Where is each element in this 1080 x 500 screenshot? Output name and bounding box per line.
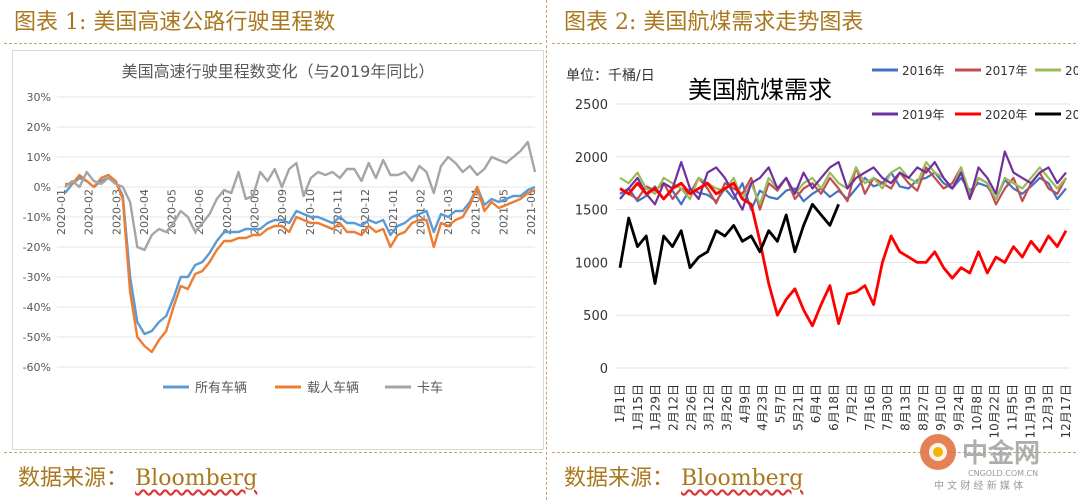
chart1-xtick-label: 2021-01 (387, 189, 400, 235)
left-source-brand: Bloomberg (135, 466, 258, 491)
chart1-ytick-label: -20% (23, 241, 51, 254)
chart1-series-line (64, 140, 537, 252)
chart2-xtick-label: 4月9日 (738, 384, 752, 423)
chart1-series-line (65, 173, 536, 354)
left-source-label: 数据来源： (18, 466, 129, 491)
left-source: 数据来源： Bloomberg (18, 460, 257, 492)
chart2-series-line (619, 150, 1067, 211)
jet-fuel-demand-chart-svg: 0 500 1000 1500 2000 2500 单位：千桶/日美国航煤需求 1月1日 1月1… (566, 64, 1080, 439)
chart2-unit-label: 单位：千桶/日 (566, 68, 655, 84)
right-source-label: 数据来源： (564, 466, 675, 491)
chart2-ytick-label: 500 (583, 309, 608, 324)
chart2-xtick-label: 11月19日 (1023, 384, 1037, 439)
chart1-ytick-label: 0% (34, 181, 51, 194)
right-figure-panel: 图表 2: 美国航煤需求走势图表 0 500 1000 1500 2000 2500 单位：… (548, 0, 1080, 500)
chart2-ytick-label: 2000 (575, 151, 608, 166)
chart1-xtick-label: 2021-05 (497, 189, 510, 235)
cngold-watermark: 中金网 CNGOLD.COM.CN 中 文 财 经 新 媒 体 (916, 430, 1076, 492)
chart2-xtick-label: 10月8日 (970, 384, 984, 431)
watermark-site: CNGOLD.COM.CN (968, 469, 1038, 478)
chart1-ytick-label: 30% (27, 91, 51, 104)
chart1-xtick-label: 2021-02 (414, 189, 427, 235)
chart2-ytick-label: 0 (600, 362, 608, 377)
chart1-xtick-label: 2020-07 (221, 189, 234, 235)
chart2-series-line (619, 160, 1067, 206)
chart2-xtick-label: 5月21日 (791, 384, 805, 431)
chart2-series-line (619, 181, 1068, 328)
chart2-xtick-label: 5月7日 (774, 384, 788, 423)
chart2-xtick-label: 1月15日 (631, 384, 645, 431)
chart2-xtick-label: 1月1日 (613, 384, 627, 423)
chart1-xtick-label: 2020-12 (359, 189, 372, 235)
watermark-brand: 中金网 (962, 438, 1040, 469)
chart1-xtick-label: 2020-03 (110, 189, 123, 235)
chart2-xtick-label: 2月26日 (684, 384, 698, 431)
chart1-xtick-label: 2021-06 (525, 189, 538, 235)
left-figure-title: 图表 1: 美国高速公路行驶里程数 (14, 10, 336, 35)
chart1-xtick-label: 2020-05 (166, 189, 179, 235)
chart2-xtick-label: 11月5日 (1005, 384, 1019, 431)
chart2-legend-label: 2016年 (902, 64, 945, 78)
watermark-tagline: 中 文 财 经 新 媒 体 (934, 479, 1023, 492)
chart1-ytick-label: -10% (23, 211, 51, 224)
right-source: 数据来源： Bloomberg (564, 460, 803, 492)
chart2-legend-label: 2021年 (1065, 108, 1078, 122)
chart1-ytick-label: -30% (23, 271, 51, 284)
chart1-ytick-label: 10% (27, 151, 51, 164)
chart2-xtick-label: 8月13日 (898, 384, 912, 431)
chart2-xtick-label: 6月18日 (827, 384, 841, 431)
chart2-series-line (618, 202, 840, 285)
highway-mileage-chart-svg: 美国高速行驶里程数变化（与2019年同比） 30% 20% 10% 0% -10% -20%… (23, 62, 538, 396)
chart1-legend-label: 载人车辆 (307, 380, 359, 396)
chart2-ytick-label: 1500 (575, 204, 608, 219)
jet-fuel-demand-chart: 0 500 1000 1500 2000 2500 单位：千桶/日美国航煤需求 1月1日 1月1… (560, 48, 1080, 450)
chart1-xtick-label: 2020-10 (304, 189, 317, 235)
chart1-ytick-label: 20% (27, 121, 51, 134)
chart2-title: 美国航煤需求 (688, 76, 832, 104)
chart1-ytick-label: -40% (23, 301, 51, 314)
chart2-xtick-label: 3月26日 (720, 384, 734, 431)
chart2-xtick-label: 9月24日 (952, 384, 966, 431)
chart1-legend-label: 卡车 (417, 380, 443, 396)
cngold-logo-icon: 中金网 CNGOLD.COM.CN 中 文 财 经 新 媒 体 (920, 434, 1040, 492)
chart1-xtick-label: 2020-08 (249, 189, 262, 235)
chart1-xtick-label: 2020-04 (138, 189, 151, 235)
chart1-ytick-label: -50% (23, 331, 51, 344)
chart1-legend-label: 所有车辆 (195, 380, 247, 396)
chart2-xtick-label: 6月4日 (809, 384, 823, 423)
chart2-xtick-label: 12月17日 (1059, 384, 1073, 439)
chart1-xtick-label: 2020-09 (276, 189, 289, 235)
chart2-ytick-label: 2500 (575, 98, 608, 113)
chart2-xtick-label: 12月3日 (1041, 384, 1055, 431)
chart2-xtick-label: 7月30日 (881, 384, 895, 431)
chart2-legend-label: 2018年 (1065, 64, 1078, 78)
highway-mileage-chart: 美国高速行驶里程数变化（与2019年同比） 30% 20% 10% 0% -10% -20%… (12, 50, 544, 450)
chart2-xtick-label: 9月10日 (934, 384, 948, 431)
chart2-legend-label: 2020年 (985, 108, 1028, 122)
chart1-xtick-label: 2020-01 (55, 189, 68, 235)
chart2-xtick-label: 3月12日 (702, 384, 716, 431)
left-figure-panel: 图表 1: 美国高速公路行驶里程数 美国高速行驶里程数变化（与2019年同比） 3… (4, 0, 547, 500)
left-title-divider (4, 43, 542, 44)
chart2-xtick-label: 4月23日 (756, 384, 770, 431)
chart2-xtick-label: 2月12日 (667, 384, 681, 431)
chart2-xtick-label: 7月16日 (863, 384, 877, 431)
chart2-xtick-label: 10月22日 (988, 384, 1002, 439)
chart2-legend-label: 2017年 (985, 64, 1028, 78)
right-source-brand: Bloomberg (681, 466, 804, 491)
chart1-xtick-label: 2020-02 (83, 189, 96, 235)
chart2-legend-label: 2019年 (902, 108, 945, 122)
chart2-ytick-label: 1000 (575, 256, 608, 271)
chart2-xtick-label: 8月27日 (916, 384, 930, 431)
left-source-divider (4, 452, 542, 453)
chart1-ytick-label: -60% (23, 361, 51, 374)
chart1-series-line (64, 176, 536, 336)
chart2-xtick-label: 7月2日 (845, 384, 859, 423)
right-source-divider (552, 452, 1076, 453)
right-figure-title: 图表 2: 美国航煤需求走势图表 (564, 10, 864, 35)
chart1-title: 美国高速行驶里程数变化（与2019年同比） (122, 62, 435, 81)
chart2-xtick-label: 1月29日 (649, 384, 663, 431)
right-title-divider (552, 43, 1076, 44)
